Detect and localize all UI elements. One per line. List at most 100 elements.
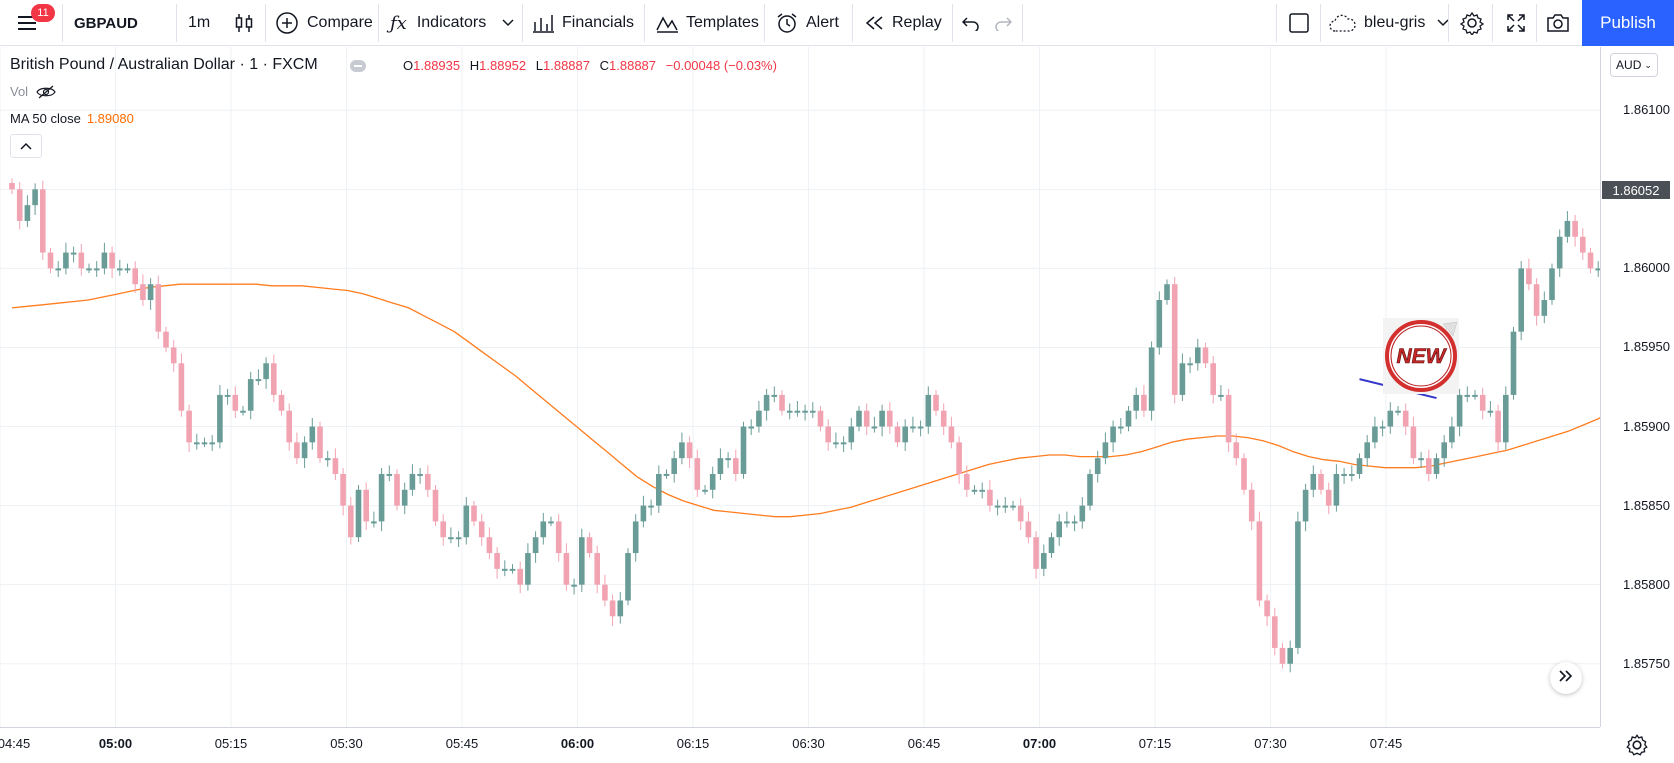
candle-body — [1071, 521, 1078, 524]
candle — [371, 511, 377, 528]
candle-body — [648, 505, 654, 508]
publish-button[interactable]: Publish — [1582, 0, 1674, 46]
symbol-search-button[interactable]: GBPAUD — [74, 14, 138, 32]
candle-body — [1079, 505, 1086, 522]
candle-body — [16, 189, 23, 221]
candle — [702, 485, 708, 495]
price-axis[interactable]: 1.861001.860501.860001.859501.859001.858… — [1600, 47, 1674, 727]
snapshot-button[interactable] — [1546, 0, 1570, 46]
new-sticker-image[interactable]: NEW — [1383, 318, 1459, 394]
time-tick-label: 05:00 — [98, 736, 133, 751]
price-tick-label: 1.85800 — [1623, 576, 1670, 592]
layout-button[interactable]: bleu-gris — [1328, 0, 1449, 46]
alert-button[interactable]: Alert — [776, 0, 839, 46]
candle-body — [1595, 268, 1600, 271]
candle-body — [1402, 410, 1409, 427]
candle-body — [455, 537, 462, 540]
candle — [63, 242, 69, 275]
divider — [952, 4, 953, 42]
maximize-button[interactable] — [1506, 0, 1526, 46]
candle-body — [1225, 394, 1232, 443]
time-axis[interactable]: 04:45 05:00 05:15 05:30 05:45 06:00 06:15 06:30… — [0, 727, 1600, 760]
candle-body — [887, 410, 893, 427]
candle — [686, 436, 693, 468]
candle-body — [78, 252, 85, 269]
chart-type-button[interactable] — [234, 0, 254, 46]
collapse-indicators-button[interactable] — [10, 134, 42, 158]
symbol-title[interactable]: British Pound / Australian Dollar · 1 · … — [10, 56, 318, 73]
candle — [786, 403, 793, 420]
candle-body — [1195, 347, 1201, 364]
high-value: 1.88952 — [479, 58, 527, 73]
candle-body — [1094, 458, 1101, 474]
candle-body — [779, 394, 785, 411]
candle-body — [1125, 410, 1132, 427]
volume-legend[interactable]: Vol — [10, 84, 56, 99]
collapse-legend-toggle[interactable] — [350, 60, 366, 72]
candle — [1325, 482, 1332, 515]
candle — [1256, 511, 1263, 607]
candle — [263, 357, 269, 389]
candle — [1041, 544, 1047, 577]
eye-crossed-icon[interactable] — [36, 85, 56, 99]
time-tick-label: 06:15 — [676, 736, 710, 751]
ma-legend[interactable]: MA 50 close 1.89080 — [10, 111, 134, 126]
candle — [1364, 435, 1370, 467]
indicators-button[interactable]: ƒx Indicators — [390, 0, 514, 46]
candle-body — [147, 284, 154, 301]
candle — [432, 485, 439, 527]
candle — [763, 388, 770, 421]
candle-body — [378, 473, 385, 522]
fullscreen-toggle-button[interactable] — [1288, 0, 1310, 46]
candle — [224, 388, 231, 405]
time-tick-label: 05:15 — [214, 736, 248, 751]
divider — [265, 4, 266, 42]
candle — [1071, 515, 1078, 532]
candle-body — [509, 568, 516, 571]
currency-button[interactable]: AUD ⌄ — [1610, 53, 1658, 77]
candle — [840, 436, 847, 453]
candle-body — [694, 458, 701, 490]
price-chart[interactable] — [0, 47, 1600, 727]
gear-icon — [1460, 11, 1484, 35]
financials-button[interactable]: Financials — [532, 0, 634, 46]
templates-icon — [656, 13, 678, 33]
candle — [1164, 279, 1170, 305]
interval-button[interactable]: 1m — [188, 14, 211, 31]
candle-body — [1333, 473, 1340, 506]
candle-body — [1056, 521, 1062, 538]
open-label: O — [403, 58, 414, 73]
templates-button[interactable]: Templates — [656, 0, 759, 46]
divider — [764, 4, 765, 42]
candle-body — [925, 394, 932, 427]
candle — [1033, 531, 1039, 579]
candle — [987, 479, 993, 512]
candle — [394, 469, 400, 511]
ohlc-values: O1.88935 H1.88952 L1.88887 C1.88887 −0.0… — [403, 58, 777, 73]
candle-body — [956, 442, 962, 474]
candle — [1156, 291, 1163, 355]
camera-icon — [1546, 12, 1570, 34]
divider — [1022, 4, 1023, 42]
undo-button[interactable] — [962, 0, 980, 46]
candle — [301, 436, 308, 468]
candle — [879, 404, 885, 437]
candle — [109, 246, 115, 279]
current-price-label: 1.86052 — [1602, 181, 1670, 199]
candle-body — [432, 489, 439, 522]
candle-body — [1318, 473, 1324, 490]
candle-body — [733, 458, 739, 474]
candle — [425, 465, 431, 498]
scroll-to-realtime-button[interactable] — [1550, 662, 1582, 694]
compare-button[interactable]: Compare — [275, 0, 373, 46]
settings-button[interactable] — [1460, 0, 1484, 46]
candle-body — [763, 394, 770, 411]
chevron-down-icon — [1437, 19, 1449, 27]
axis-settings-button[interactable] — [1624, 732, 1650, 758]
candle-body — [802, 410, 808, 413]
candle — [825, 419, 831, 451]
candle-body — [240, 410, 246, 413]
redo-button[interactable] — [994, 0, 1012, 46]
candle-body — [448, 537, 454, 540]
replay-button[interactable]: Replay — [864, 0, 942, 46]
